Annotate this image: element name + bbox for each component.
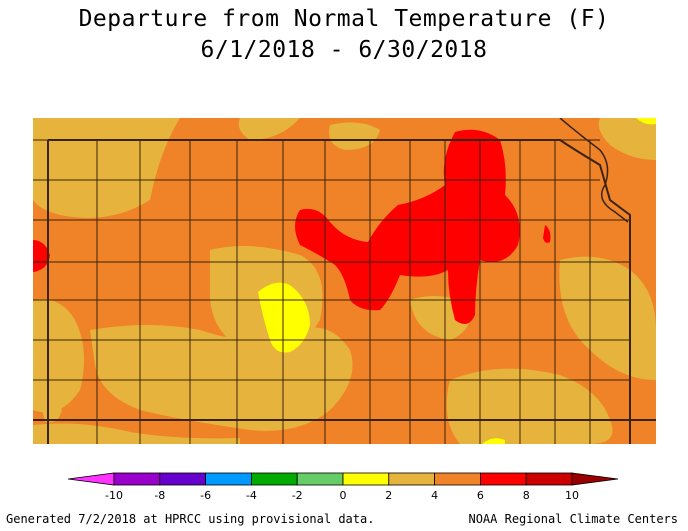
- legend-swatch: [113, 472, 161, 486]
- legend-swatch: [296, 472, 344, 486]
- legend-tick-label: 4: [431, 489, 438, 502]
- legend-tick-label: -6: [200, 489, 211, 502]
- legend-tick-label: 0: [340, 489, 347, 502]
- legend-swatch: [342, 472, 390, 486]
- legend-swatch: [525, 472, 573, 486]
- legend-swatch: [67, 472, 115, 486]
- legend-tick-label: 6: [477, 489, 484, 502]
- legend-swatch: [434, 472, 481, 486]
- legend-swatch: [571, 472, 619, 486]
- legend-tick-label: 2: [385, 489, 392, 502]
- legend-swatch: [250, 472, 298, 486]
- legend-tick-label: -10: [105, 489, 123, 502]
- legend-swatch: [205, 472, 252, 486]
- departure-6-to-8-areas: [33, 129, 551, 324]
- map-panel: [33, 118, 656, 444]
- state-boundary: [33, 139, 656, 444]
- date-range: 6/1/2018 - 6/30/2018: [200, 37, 488, 63]
- legend-tick-label: 10: [565, 489, 579, 502]
- legend-swatch: [388, 472, 435, 486]
- color-legend: -10 -8 -6 -4 -2 0 2 4 6 8 10: [67, 472, 619, 502]
- legend-swatch: [479, 472, 527, 486]
- source-credit: NOAA Regional Climate Centers: [468, 512, 678, 526]
- map-title: Departure from Normal Temperature (F): [78, 6, 610, 32]
- legend-tick-label: 8: [523, 489, 530, 502]
- state-border-river: [559, 118, 629, 223]
- legend-tick-label: -4: [246, 489, 257, 502]
- departure-2-to-4-areas: [33, 118, 656, 444]
- legend-tick-label: -2: [292, 489, 303, 502]
- generated-note: Generated 7/2/2018 at HPRCC using provis…: [6, 512, 375, 526]
- legend-swatch: [159, 472, 207, 486]
- legend-tick-label: -8: [154, 489, 165, 502]
